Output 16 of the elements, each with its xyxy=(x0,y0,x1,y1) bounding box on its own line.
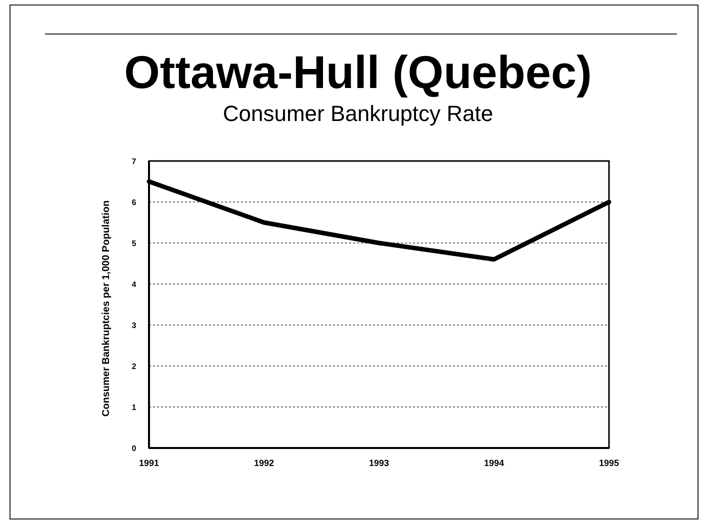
y-tick-label: 3 xyxy=(132,320,137,330)
x-tick-label: 1994 xyxy=(484,458,504,468)
y-tick-label: 4 xyxy=(132,280,137,289)
chart-subtitle: Consumer Bankruptcy Rate xyxy=(222,101,494,126)
y-tick-label: 2 xyxy=(132,362,137,371)
x-tick-label: 1995 xyxy=(598,458,620,468)
y-axis-title: Consumer Bankruptcies per 1,000 Population xyxy=(101,200,112,417)
y-tick-label: 5 xyxy=(132,238,137,248)
x-tick-label: 1992 xyxy=(254,458,274,468)
x-tick-label: 1993 xyxy=(368,458,390,468)
y-tick-label: 6 xyxy=(132,198,137,207)
y-tick-label: 0 xyxy=(132,444,137,453)
y-tick-label: 7 xyxy=(132,156,137,166)
y-tick-label: 1 xyxy=(132,402,137,412)
x-tick-label: 1991 xyxy=(138,458,160,468)
chart-title: Ottawa-Hull (Quebec) xyxy=(124,46,592,98)
